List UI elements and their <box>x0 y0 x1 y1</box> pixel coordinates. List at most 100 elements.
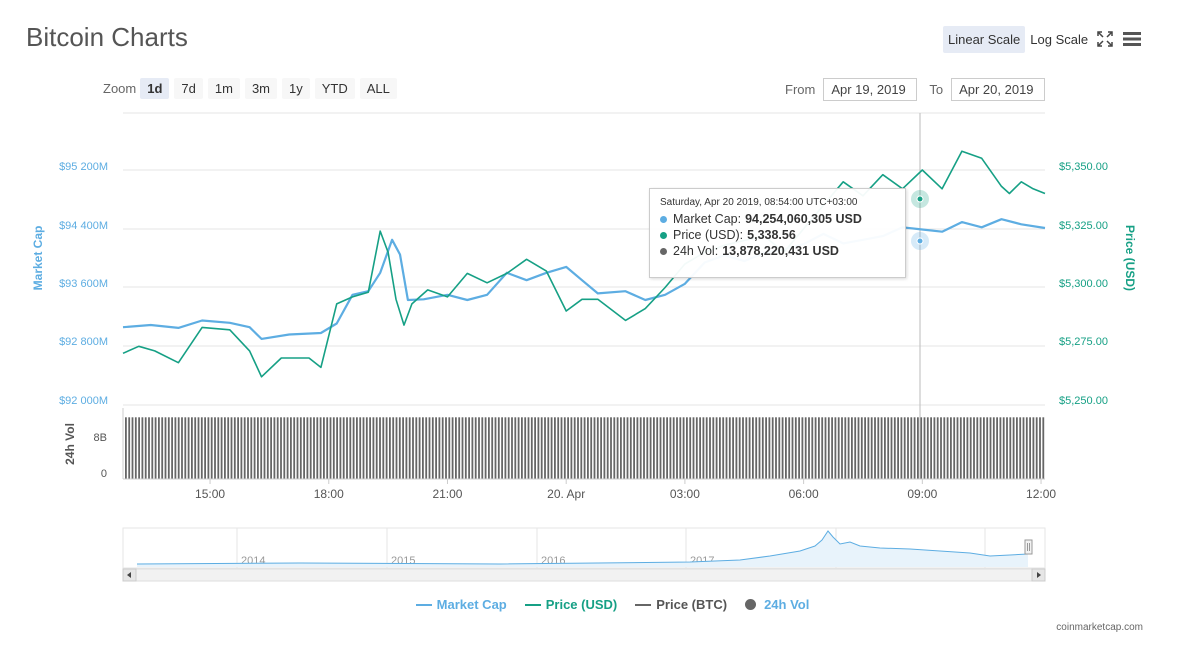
volume-bar <box>610 417 612 479</box>
volume-bar <box>316 417 319 479</box>
volume-bar <box>903 417 906 479</box>
volume-bar <box>372 417 375 479</box>
volume-bar <box>966 417 969 479</box>
left-axis-tick: $94 400M <box>59 220 108 232</box>
right-axis-tick: $5,325.00 <box>1059 220 1108 232</box>
zoom-button-1y[interactable]: 1y <box>282 78 310 99</box>
legend-item-price-usd[interactable]: Price (USD) <box>524 597 617 612</box>
volume-bar <box>164 417 167 479</box>
volume-bar <box>425 417 428 479</box>
volume-bar <box>666 417 668 479</box>
legend-item-price-btc[interactable]: Price (BTC) <box>635 597 727 612</box>
x-axis-tick: 03:00 <box>670 487 700 501</box>
volume-bar <box>319 417 322 479</box>
volume-bar <box>415 417 418 479</box>
volume-bar <box>280 417 282 479</box>
page-title: Bitcoin Charts <box>26 22 188 52</box>
volume-bar <box>821 417 824 479</box>
volume-bar <box>593 417 596 479</box>
volume-bar <box>497 417 500 479</box>
volume-bar <box>620 417 622 479</box>
volume-bar <box>577 417 579 479</box>
volume-bar <box>458 417 461 479</box>
volume-bar <box>491 417 494 479</box>
volume-bar <box>385 417 388 479</box>
volume-bar <box>1022 417 1025 479</box>
market-cap-series-line <box>122 218 1046 340</box>
volume-bar <box>656 417 659 479</box>
volume-bar <box>438 417 441 479</box>
volume-bar <box>950 417 952 479</box>
volume-bar <box>761 417 764 479</box>
volume-bar <box>831 417 833 479</box>
volume-bar <box>755 417 758 479</box>
volume-bar <box>653 417 655 479</box>
volume-bar <box>214 417 216 479</box>
volume-bar <box>992 417 995 479</box>
legend-item-market-cap[interactable]: Market Cap <box>415 597 507 612</box>
volume-bar <box>920 417 923 479</box>
linear-scale-button[interactable]: Linear Scale <box>943 26 1026 53</box>
volume-bar <box>161 417 164 479</box>
volume-bars <box>125 417 1045 479</box>
fullscreen-icon[interactable] <box>1097 31 1113 47</box>
to-date-input[interactable] <box>951 78 1046 101</box>
volume-bar <box>488 417 490 479</box>
zoom-button-1d[interactable]: 1d <box>140 78 170 99</box>
hamburger-menu-icon[interactable] <box>1122 31 1142 47</box>
volume-bar <box>969 417 972 479</box>
tooltip-value: 5,338.56 <box>747 228 796 242</box>
zoom-controls: Zoom 1d 7d 1m 3m 1y YTD ALL <box>103 78 402 99</box>
volume-bar <box>702 417 705 479</box>
date-range: From To <box>785 78 1057 101</box>
navigator-handle[interactable] <box>1024 539 1033 555</box>
volume-bar <box>191 417 193 479</box>
volume-bar <box>785 417 787 479</box>
right-axis-tick: $5,350.00 <box>1059 161 1108 173</box>
zoom-button-all[interactable]: ALL <box>359 78 397 99</box>
volume-bar <box>299 417 302 479</box>
volume-bar <box>590 417 593 479</box>
volume-bar <box>808 417 810 479</box>
volume-bar <box>540 417 543 479</box>
zoom-button-3m[interactable]: 3m <box>244 78 277 99</box>
volume-bar <box>1035 417 1038 479</box>
left-axis-tick: $92 800M <box>59 336 108 348</box>
volume-bar <box>167 417 170 479</box>
volume-bar <box>422 417 424 479</box>
volume-bar <box>636 417 639 479</box>
navigator[interactable]: 2014 2015 2016 2017 2018 2019 <box>122 527 1046 582</box>
volume-bar <box>672 417 675 479</box>
legend-label: 24h Vol <box>764 597 810 612</box>
zoom-button-1m[interactable]: 1m <box>207 78 240 99</box>
volume-bar <box>557 417 560 479</box>
zoom-button-7d[interactable]: 7d <box>174 78 203 99</box>
from-date-input[interactable] <box>823 78 918 101</box>
volume-bar <box>907 417 909 479</box>
volume-bar <box>464 417 467 479</box>
volume-bar <box>629 417 632 479</box>
volume-bar <box>131 417 134 479</box>
volume-bar <box>494 417 497 479</box>
volume-bar <box>521 417 523 479</box>
volume-bar <box>986 417 989 479</box>
volume-bar <box>943 417 946 479</box>
volume-bar <box>395 417 398 479</box>
volume-bar <box>194 417 197 479</box>
volume-bar <box>794 417 797 479</box>
volume-axis-tick: 8B <box>94 432 107 444</box>
volume-bar <box>662 417 665 479</box>
log-scale-button[interactable]: Log Scale <box>1030 32 1089 47</box>
right-axis-title: Price (USD) <box>1123 225 1137 291</box>
volume-bar <box>1032 417 1035 479</box>
tooltip-row: Market Cap: 94,254,060,305 USD <box>660 212 895 226</box>
zoom-button-ytd[interactable]: YTD <box>314 78 355 99</box>
navigator-scrollbar[interactable] <box>122 568 1046 582</box>
credit-link[interactable]: coinmarketcap.com <box>1056 622 1143 633</box>
volume-bar <box>976 417 979 479</box>
x-axis-tick: 12:00 <box>1026 487 1056 501</box>
volume-bar <box>141 417 144 479</box>
main-chart[interactable]: $92 000M $92 800M $93 600M $94 400M $95 … <box>0 0 1197 590</box>
legend-item-24h-vol[interactable]: 24h Vol <box>745 597 809 612</box>
tooltip-label: 24h Vol: <box>673 244 719 258</box>
